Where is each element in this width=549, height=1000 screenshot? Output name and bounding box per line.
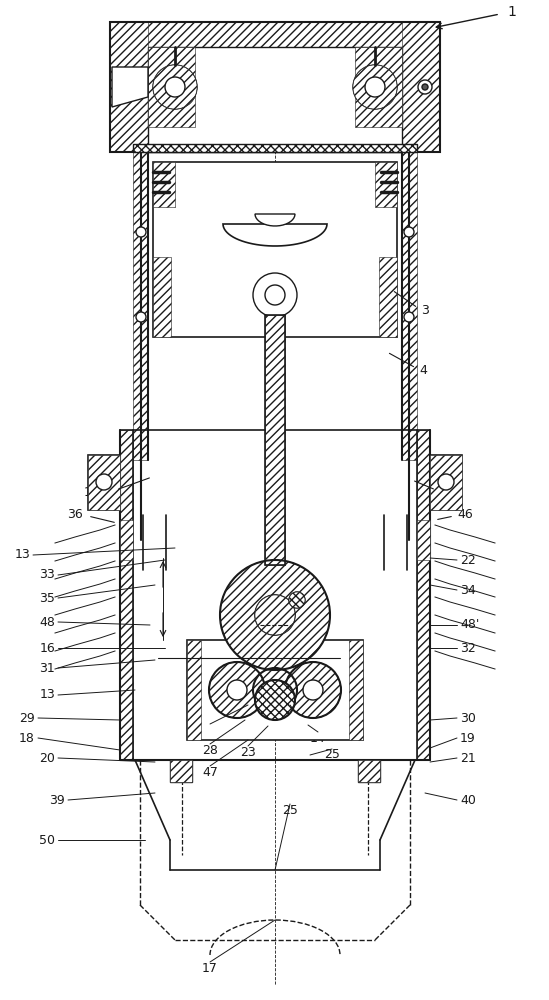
Text: 32: 32 — [460, 642, 476, 654]
Text: 48': 48' — [460, 618, 479, 632]
Text: 25: 25 — [324, 748, 340, 762]
Text: 45: 45 — [287, 712, 303, 724]
Bar — [265, 315, 285, 565]
Polygon shape — [112, 67, 148, 107]
Bar — [170, 760, 192, 782]
Circle shape — [220, 560, 330, 670]
Text: 14: 14 — [310, 732, 326, 744]
Circle shape — [438, 474, 454, 490]
Circle shape — [265, 285, 285, 305]
Polygon shape — [153, 257, 171, 337]
Polygon shape — [417, 520, 430, 560]
Text: 22: 22 — [460, 554, 476, 566]
Polygon shape — [430, 455, 462, 510]
Circle shape — [353, 65, 397, 109]
Text: 28: 28 — [202, 744, 218, 756]
Text: 48: 48 — [39, 615, 55, 629]
Circle shape — [422, 84, 428, 90]
Bar — [133, 144, 417, 152]
Text: 21: 21 — [460, 752, 476, 764]
Polygon shape — [265, 315, 285, 565]
Text: 25: 25 — [282, 804, 298, 816]
Text: 3: 3 — [421, 304, 429, 318]
Text: 33: 33 — [39, 568, 55, 582]
Circle shape — [285, 662, 341, 718]
Polygon shape — [355, 47, 402, 127]
Polygon shape — [148, 47, 195, 127]
Circle shape — [353, 65, 397, 109]
Text: 13: 13 — [14, 548, 30, 562]
Polygon shape — [402, 152, 417, 460]
Polygon shape — [417, 430, 430, 760]
Circle shape — [303, 680, 323, 700]
Text: 39: 39 — [49, 794, 65, 806]
Text: 19: 19 — [460, 732, 476, 744]
Text: 31: 31 — [39, 662, 55, 674]
Circle shape — [227, 680, 247, 700]
Circle shape — [404, 227, 414, 237]
Circle shape — [153, 65, 197, 109]
Bar — [170, 760, 192, 782]
Polygon shape — [120, 520, 133, 560]
Text: 50: 50 — [39, 834, 55, 846]
Polygon shape — [402, 22, 440, 152]
Polygon shape — [88, 455, 120, 510]
Bar — [358, 760, 380, 782]
Polygon shape — [375, 162, 397, 207]
Text: 17: 17 — [202, 962, 218, 974]
Circle shape — [153, 65, 197, 109]
Circle shape — [136, 312, 146, 322]
Circle shape — [136, 227, 146, 237]
Circle shape — [255, 595, 295, 635]
Text: 18: 18 — [19, 732, 35, 744]
Polygon shape — [110, 22, 148, 152]
Text: 36: 36 — [67, 508, 83, 520]
Polygon shape — [133, 152, 148, 460]
Circle shape — [165, 77, 185, 97]
Text: 34: 34 — [460, 584, 476, 596]
Polygon shape — [120, 430, 133, 760]
Text: 35: 35 — [39, 591, 55, 604]
Text: 13: 13 — [39, 688, 55, 702]
Text: 15: 15 — [84, 487, 100, 499]
Circle shape — [209, 662, 265, 718]
Circle shape — [255, 595, 295, 635]
Text: 30: 30 — [460, 712, 476, 724]
Bar — [110, 22, 440, 152]
Circle shape — [404, 312, 414, 322]
Circle shape — [418, 80, 432, 94]
Text: 20: 20 — [39, 752, 55, 764]
Bar — [358, 760, 380, 782]
Circle shape — [365, 77, 385, 97]
Polygon shape — [430, 455, 462, 510]
Bar — [133, 144, 417, 152]
Text: 12: 12 — [438, 487, 454, 499]
Bar — [148, 47, 402, 152]
Polygon shape — [153, 162, 175, 207]
Polygon shape — [349, 640, 363, 740]
Text: 1: 1 — [507, 5, 516, 19]
Polygon shape — [255, 214, 295, 226]
Polygon shape — [223, 224, 327, 246]
Text: 40: 40 — [460, 794, 476, 806]
Text: 46: 46 — [457, 508, 473, 520]
Circle shape — [96, 474, 112, 490]
Circle shape — [253, 668, 297, 712]
Polygon shape — [187, 640, 201, 740]
Circle shape — [253, 273, 297, 317]
Text: 4: 4 — [419, 364, 427, 377]
Bar — [187, 640, 363, 740]
Text: 23: 23 — [240, 746, 256, 758]
Text: 49: 49 — [202, 724, 218, 736]
Bar — [153, 162, 397, 337]
Polygon shape — [88, 455, 120, 510]
Circle shape — [289, 592, 305, 608]
Polygon shape — [379, 257, 397, 337]
Circle shape — [255, 680, 295, 720]
Text: 16: 16 — [39, 642, 55, 654]
Text: 29: 29 — [19, 712, 35, 724]
Circle shape — [289, 592, 305, 608]
Text: 47: 47 — [202, 766, 218, 778]
Polygon shape — [110, 22, 440, 47]
